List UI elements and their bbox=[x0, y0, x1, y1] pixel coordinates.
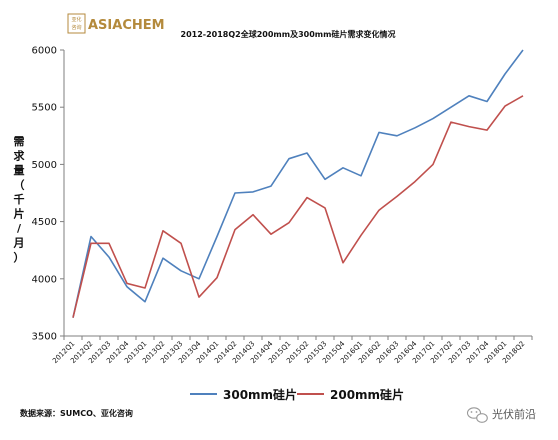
logo-seal-text-top: 亚化 bbox=[71, 16, 81, 23]
x-axis-tick-labels: 2012Q12012Q22012Q32012Q42013Q12013Q22013… bbox=[51, 339, 526, 365]
y-tick-label: 4000 bbox=[32, 274, 57, 285]
y-axis-ticks: 3500 4000 4500 5000 5500 6000 bbox=[32, 46, 64, 343]
watermark-text: 光伏前沿 bbox=[492, 407, 536, 421]
legend-label-200mm: 200mm硅片 bbox=[330, 387, 404, 402]
y-tick-label: 6000 bbox=[32, 46, 57, 57]
series-layer bbox=[73, 50, 523, 318]
logo-seal-text-bottom: 咨询 bbox=[71, 24, 81, 31]
y-axis-label-char: 需 bbox=[14, 135, 25, 148]
chart-title: 2012-2018Q2全球200mm及300mm硅片需求变化情况 bbox=[181, 29, 396, 39]
y-axis-label-char: 求 bbox=[14, 149, 26, 163]
logo-brand: ASIACHEM bbox=[88, 18, 165, 33]
legend: 300mm硅片 200mm硅片 bbox=[190, 387, 404, 402]
series-line-200mm bbox=[73, 96, 523, 318]
y-tick-label: 5500 bbox=[32, 103, 57, 114]
y-axis-label: 需求量 （千片/ 月） bbox=[13, 135, 26, 264]
asiachem-logo: 亚化 咨询 ASIACHEM bbox=[68, 14, 165, 33]
y-axis-label-char: 月 bbox=[13, 237, 25, 250]
axes bbox=[64, 50, 532, 340]
y-axis-label-char: ） bbox=[14, 251, 25, 264]
series-line-300mm bbox=[73, 50, 523, 318]
y-axis-label-char: 千 bbox=[14, 192, 25, 206]
watermark: 光伏前沿 bbox=[468, 407, 537, 422]
y-tick-label: 5000 bbox=[32, 160, 57, 171]
y-axis-label-char: 片 bbox=[14, 207, 25, 221]
y-axis-label-char: / bbox=[17, 222, 22, 235]
y-tick-label: 4500 bbox=[32, 217, 57, 228]
wechat-icon bbox=[468, 408, 488, 423]
y-axis-label-char: 量 bbox=[14, 164, 25, 177]
source-note: 数据来源：SUMCO、亚化咨询 bbox=[20, 408, 133, 418]
y-axis-label-char: （ bbox=[14, 179, 25, 192]
y-tick-label: 3500 bbox=[32, 332, 57, 343]
legend-label-300mm: 300mm硅片 bbox=[223, 387, 297, 402]
